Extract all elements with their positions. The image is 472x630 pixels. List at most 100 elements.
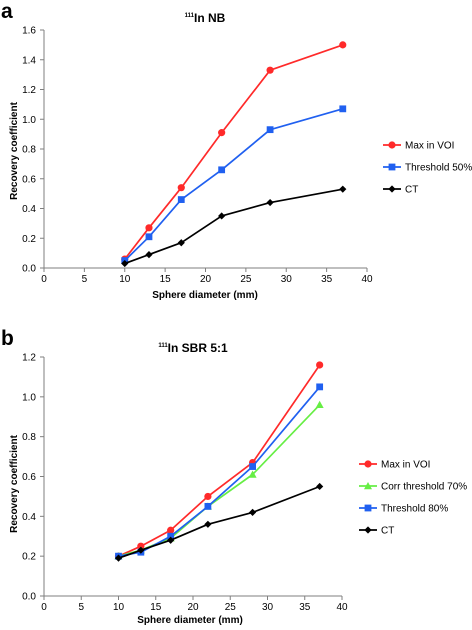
x-tick-label: 15 <box>160 274 172 285</box>
data-point-max-in-voi <box>167 526 175 534</box>
x-tick-label: 35 <box>321 274 333 285</box>
x-tick-label: 5 <box>82 274 88 285</box>
x-axis-title-b: Sphere diameter (mm) <box>137 615 243 626</box>
y-axis-title-b: Recovery coefficient <box>9 434 20 532</box>
x-tick-label: 25 <box>240 274 252 285</box>
series-max-in-voi <box>114 361 324 560</box>
x-tick-label: 40 <box>336 602 348 613</box>
chart-title-b: 111In SBR 5:1 <box>158 341 228 355</box>
legend-label: CT <box>405 185 418 196</box>
legend-entry-max-in-voi: Max in VOI <box>359 460 430 471</box>
y-tick-label: 1.2 <box>22 353 36 364</box>
title-superscript-a: 111 <box>185 13 195 19</box>
data-point-ct <box>145 251 153 259</box>
legend-label: CT <box>381 526 394 537</box>
legend-swatch-marker <box>388 141 396 149</box>
series-line-threshold-80 <box>118 386 321 558</box>
legend-entry-ct: CT <box>383 185 418 196</box>
data-point-threshold-80 <box>316 383 324 391</box>
data-point-max-in-voi <box>145 224 153 232</box>
series-line-threshold-50 <box>124 107 344 262</box>
data-point-threshold-50 <box>177 196 185 203</box>
data-point-ct <box>249 508 257 516</box>
x-tick-label: 40 <box>361 274 373 285</box>
y-axis-title-a: Recovery coefficient <box>9 101 20 199</box>
y-tick-label: 1.0 <box>22 115 36 126</box>
y-tick-label: 1.6 <box>22 26 36 37</box>
y-tick-label: 0.0 <box>22 264 36 275</box>
data-point-threshold-80 <box>249 463 256 470</box>
series-threshold-80 <box>115 383 324 560</box>
legend-swatch-marker <box>364 504 372 512</box>
x-tick-label: 10 <box>119 274 131 285</box>
x-tick-label: 35 <box>299 602 311 613</box>
legend-swatch-marker <box>364 460 372 468</box>
data-point-threshold-80 <box>204 502 212 510</box>
x-tick-label: 30 <box>281 274 293 285</box>
data-point-threshold-50 <box>145 233 153 241</box>
x-tick-label: 15 <box>150 602 162 613</box>
series-line-corr-threshold-70 <box>118 404 321 558</box>
y-tick-label: 0.2 <box>22 552 36 563</box>
legend-a: Max in VOI Threshold 50% CT <box>383 141 472 196</box>
title-main-a: In NB <box>194 11 226 25</box>
series-line-ct <box>124 188 343 265</box>
y-tick-label: 0.8 <box>22 432 36 443</box>
title-main-b: In SBR 5:1 <box>168 341 228 355</box>
data-point-max-in-voi <box>177 184 185 192</box>
x-tick-label: 30 <box>262 602 274 613</box>
legend-b: Max in VOI Corr threshold 70% Threshold 80… <box>359 460 467 537</box>
x-tick-label: 20 <box>200 274 212 285</box>
legend-entry-ct: CT <box>359 526 394 537</box>
series-layer-b <box>114 361 324 562</box>
y-tick-label: 0.4 <box>22 204 36 215</box>
series-line-ct <box>118 485 321 560</box>
x-axis-title-a: Sphere diameter (mm) <box>152 290 258 301</box>
data-point-threshold-80 <box>167 532 175 540</box>
legend-swatch-marker <box>364 482 372 490</box>
series-threshold-50 <box>121 105 347 264</box>
legend-label: Max in VOI <box>381 460 430 471</box>
series-corr-threshold-70 <box>114 400 324 560</box>
y-tick-label: 0.6 <box>22 174 36 185</box>
data-point-ct <box>218 212 226 220</box>
data-point-ct <box>167 536 175 544</box>
y-tick-label: 1.0 <box>22 392 36 403</box>
chart-panel-a: a 111In NB 0 5 10 15 20 25 30 35 400.00.20.40.60… <box>1 0 472 301</box>
data-point-ct <box>316 482 324 491</box>
legend-entry-max-in-voi: Max in VOI <box>383 141 454 152</box>
y-tick-label: 0.0 <box>22 592 36 603</box>
data-point-threshold-50 <box>266 126 274 134</box>
data-point-threshold-50 <box>339 105 347 113</box>
x-tick-label: 5 <box>78 602 84 613</box>
x-tick-label: 25 <box>225 602 237 613</box>
legend-label: Threshold 80% <box>381 504 448 515</box>
legend-label: Corr threshold 70% <box>381 482 467 493</box>
data-point-max-in-voi <box>316 361 324 369</box>
legend-swatch-marker <box>364 526 372 534</box>
legend-swatch-marker <box>388 185 396 193</box>
y-tick-label: 1.2 <box>22 85 36 96</box>
legend-label: Max in VOI <box>405 141 454 152</box>
data-point-ct <box>266 198 274 207</box>
data-point-ct <box>121 259 129 268</box>
data-point-corr-threshold-70 <box>315 400 324 408</box>
y-tick-label: 1.4 <box>22 55 36 66</box>
legend-entry-threshold-50: Threshold 50% <box>383 163 472 174</box>
title-superscript-b: 111 <box>158 343 168 349</box>
x-tick-label: 20 <box>187 602 199 613</box>
panel-label-a: a <box>1 0 13 23</box>
x-tick-label: 0 <box>41 602 47 613</box>
data-point-max-in-voi <box>218 129 226 137</box>
y-tick-label: 0.6 <box>22 472 36 483</box>
data-point-max-in-voi <box>339 41 347 49</box>
data-point-ct <box>339 185 347 193</box>
series-line-max-in-voi <box>124 44 344 260</box>
data-point-max-in-voi <box>204 492 212 501</box>
data-point-ct <box>137 546 145 554</box>
legend-entry-corr-threshold-70: Corr threshold 70% <box>359 482 467 493</box>
y-tick-label: 0.2 <box>22 234 36 245</box>
legend-entry-threshold-80: Threshold 80% <box>359 504 448 515</box>
panel-label-b: b <box>1 327 14 350</box>
